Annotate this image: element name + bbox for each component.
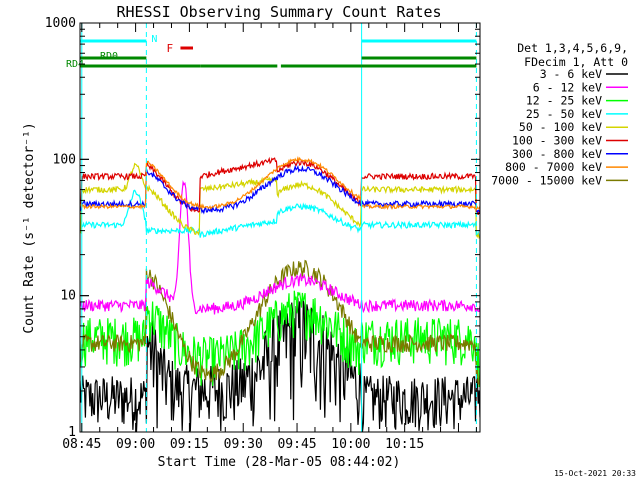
legend-entry-label: 800 - 7000 keV xyxy=(505,160,602,174)
plot-frame xyxy=(79,22,481,433)
series-line-2 xyxy=(80,180,480,315)
x-tick-label: 09:15 xyxy=(170,437,209,452)
x-axis-label: Start Time (28-Mar-05 08:44:02) xyxy=(158,455,401,470)
x-tick-label: 10:00 xyxy=(331,437,370,452)
legend-entry-label: 3 - 6 keV xyxy=(540,67,602,81)
legend-entry-label: 100 - 300 keV xyxy=(512,134,602,148)
night-flag-label: N xyxy=(151,34,157,45)
x-tick-label: 09:45 xyxy=(277,437,316,452)
flare-flag-label: F xyxy=(166,42,173,55)
y-tick-label: 1 xyxy=(68,425,76,440)
y-tick-label: 10 xyxy=(60,289,76,304)
x-tick-label: 08:45 xyxy=(62,437,101,452)
y-tick-label: 100 xyxy=(53,152,76,167)
x-tick-label: 09:30 xyxy=(224,437,263,452)
y-tick-label: 1000 xyxy=(45,16,76,31)
x-tick-label: 09:00 xyxy=(116,437,155,452)
legend-header: FDecim 1, Att 0 xyxy=(524,55,628,69)
legend-entry-label: 12 - 25 keV xyxy=(526,94,602,108)
legend-entry-label: 25 - 50 keV xyxy=(526,107,602,121)
legend-header: Det 1,3,4,5,6,9, xyxy=(517,41,628,55)
legend-entry-label: 7000 - 15000 keV xyxy=(491,173,602,187)
timestamp: 15-Oct-2021 20:33 xyxy=(554,469,636,478)
x-tick-label: 10:15 xyxy=(385,437,424,452)
legend-entry-label: 50 - 100 keV xyxy=(519,120,602,134)
y-axis-label: Count Rate (s⁻¹ detector⁻¹) xyxy=(22,122,37,333)
legend-entry-label: 300 - 800 keV xyxy=(512,147,602,161)
saa-flag-label: RD0 xyxy=(100,51,118,62)
legend-entry-label: 6 - 12 keV xyxy=(533,80,602,94)
decim-flag-label: RD4 xyxy=(66,59,84,70)
chart-title: RHESSI Observing Summary Count Rates xyxy=(116,3,441,21)
series-line-9 xyxy=(80,259,480,386)
